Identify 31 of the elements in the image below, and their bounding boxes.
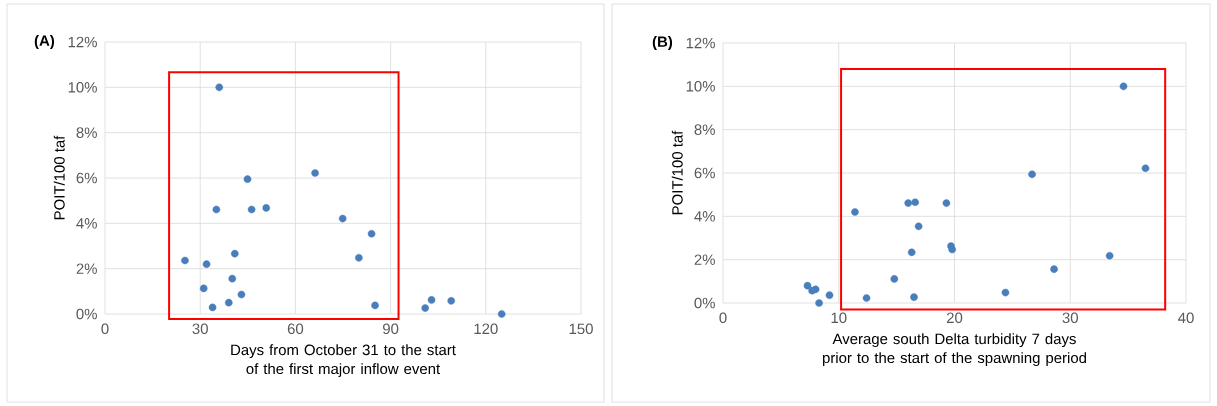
x-tick-label: 0 — [101, 323, 109, 335]
x-tick-label: 60 — [287, 323, 304, 335]
y-tick-label: 2% — [694, 254, 715, 265]
y-tick-label: 0% — [76, 308, 97, 320]
x-tick-label: 10 — [831, 312, 847, 324]
y-axis-title: POIT/100 taf — [53, 135, 65, 220]
y-axis-title: POIT/100 taf — [671, 130, 683, 215]
x-tick-label: 40 — [1178, 312, 1194, 324]
y-tick-label: 4% — [76, 218, 97, 229]
y-tick-label: 10% — [686, 81, 715, 92]
y-tick-label: 6% — [76, 172, 97, 184]
x-tick-label: 30 — [1062, 312, 1078, 324]
x-tick-label: 20 — [946, 312, 963, 324]
y-tick-label: 8% — [76, 127, 97, 138]
x-tick-label: 90 — [383, 323, 399, 335]
y-tick-label: 12% — [68, 36, 97, 48]
chart-title: (B) — [652, 36, 673, 50]
x-tick-label: 30 — [192, 323, 208, 335]
x-tick-label: 150 — [569, 323, 593, 335]
x-tick-label: 120 — [474, 323, 498, 335]
x-axis-title: Average south Delta turbidity 7 days prior to the start of the spawning period — [822, 333, 1086, 367]
chart-title: (A) — [34, 35, 55, 49]
y-tick-label: 10% — [68, 82, 97, 93]
y-tick-label: 4% — [694, 211, 715, 222]
y-tick-label: 0% — [694, 297, 715, 309]
y-tick-label: 2% — [76, 263, 97, 274]
x-axis-title: Days from October 31 to the start of the first major inflow event — [231, 344, 456, 378]
y-tick-label: 8% — [694, 124, 715, 135]
y-tick-label: 6% — [694, 167, 715, 179]
y-tick-label: 12% — [686, 37, 715, 49]
x-tick-label: 0 — [719, 312, 727, 324]
